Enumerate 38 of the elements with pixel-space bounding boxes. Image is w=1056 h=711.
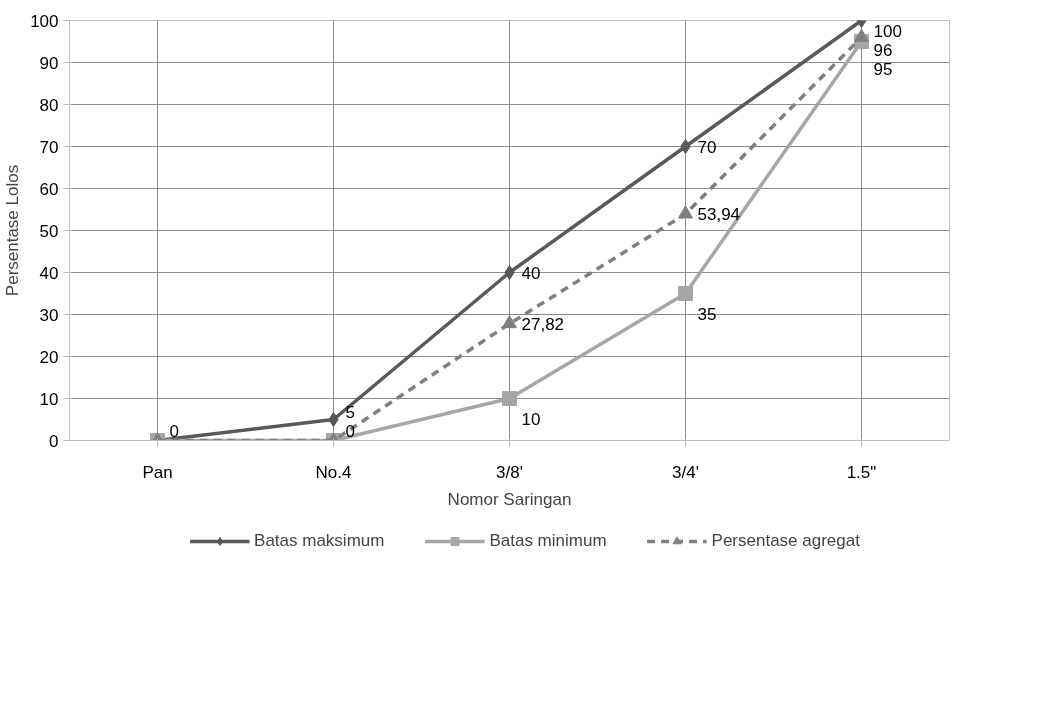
y-tick-label: 10 bbox=[39, 389, 59, 409]
x-tick-label: 1.5" bbox=[846, 462, 877, 482]
data-label: 5 bbox=[345, 402, 355, 422]
legend-label: Batas minimum bbox=[489, 531, 607, 551]
x-tick-label: 3/4' bbox=[672, 462, 699, 482]
point bbox=[678, 286, 693, 301]
x-tick-label: No.4 bbox=[315, 462, 352, 482]
data-label: 95 bbox=[873, 59, 893, 79]
point bbox=[680, 139, 691, 154]
y-tick-label: 100 bbox=[30, 11, 59, 31]
data-label: 40 bbox=[521, 263, 541, 283]
point bbox=[504, 265, 515, 280]
point bbox=[502, 315, 517, 329]
legend-label: Batas maksimum bbox=[254, 531, 385, 551]
y-tick-label: 70 bbox=[39, 137, 59, 157]
data-label: 35 bbox=[697, 304, 717, 324]
y-tick-label: 40 bbox=[39, 263, 59, 283]
point bbox=[678, 205, 693, 219]
data-label: 0 bbox=[169, 421, 179, 441]
y-tick-label: 50 bbox=[39, 221, 59, 241]
y-tick-label: 80 bbox=[39, 95, 59, 115]
data-label: 10 bbox=[521, 409, 541, 429]
data-label: 53,94 bbox=[697, 204, 741, 224]
y-tick-label: 90 bbox=[39, 53, 59, 73]
x-tick-label: 3/8' bbox=[496, 462, 523, 482]
data-label: 96 bbox=[873, 40, 893, 60]
y-tick-label: 30 bbox=[39, 305, 59, 325]
data-label: 100 bbox=[873, 21, 902, 41]
data-label: 70 bbox=[697, 137, 717, 157]
x-axis-title: Nomor Saringan bbox=[447, 489, 572, 509]
legend-label: Persentase agregat bbox=[711, 531, 860, 551]
data-label: 0 bbox=[345, 421, 355, 441]
data-label: 27,82 bbox=[521, 314, 565, 334]
y-tick-label: 60 bbox=[39, 179, 59, 199]
y-tick-label: 20 bbox=[39, 347, 59, 367]
y-axis-title: Persentase Lolos bbox=[3, 164, 23, 297]
x-tick-label: Pan bbox=[142, 462, 173, 482]
y-tick-label: 0 bbox=[49, 431, 59, 451]
